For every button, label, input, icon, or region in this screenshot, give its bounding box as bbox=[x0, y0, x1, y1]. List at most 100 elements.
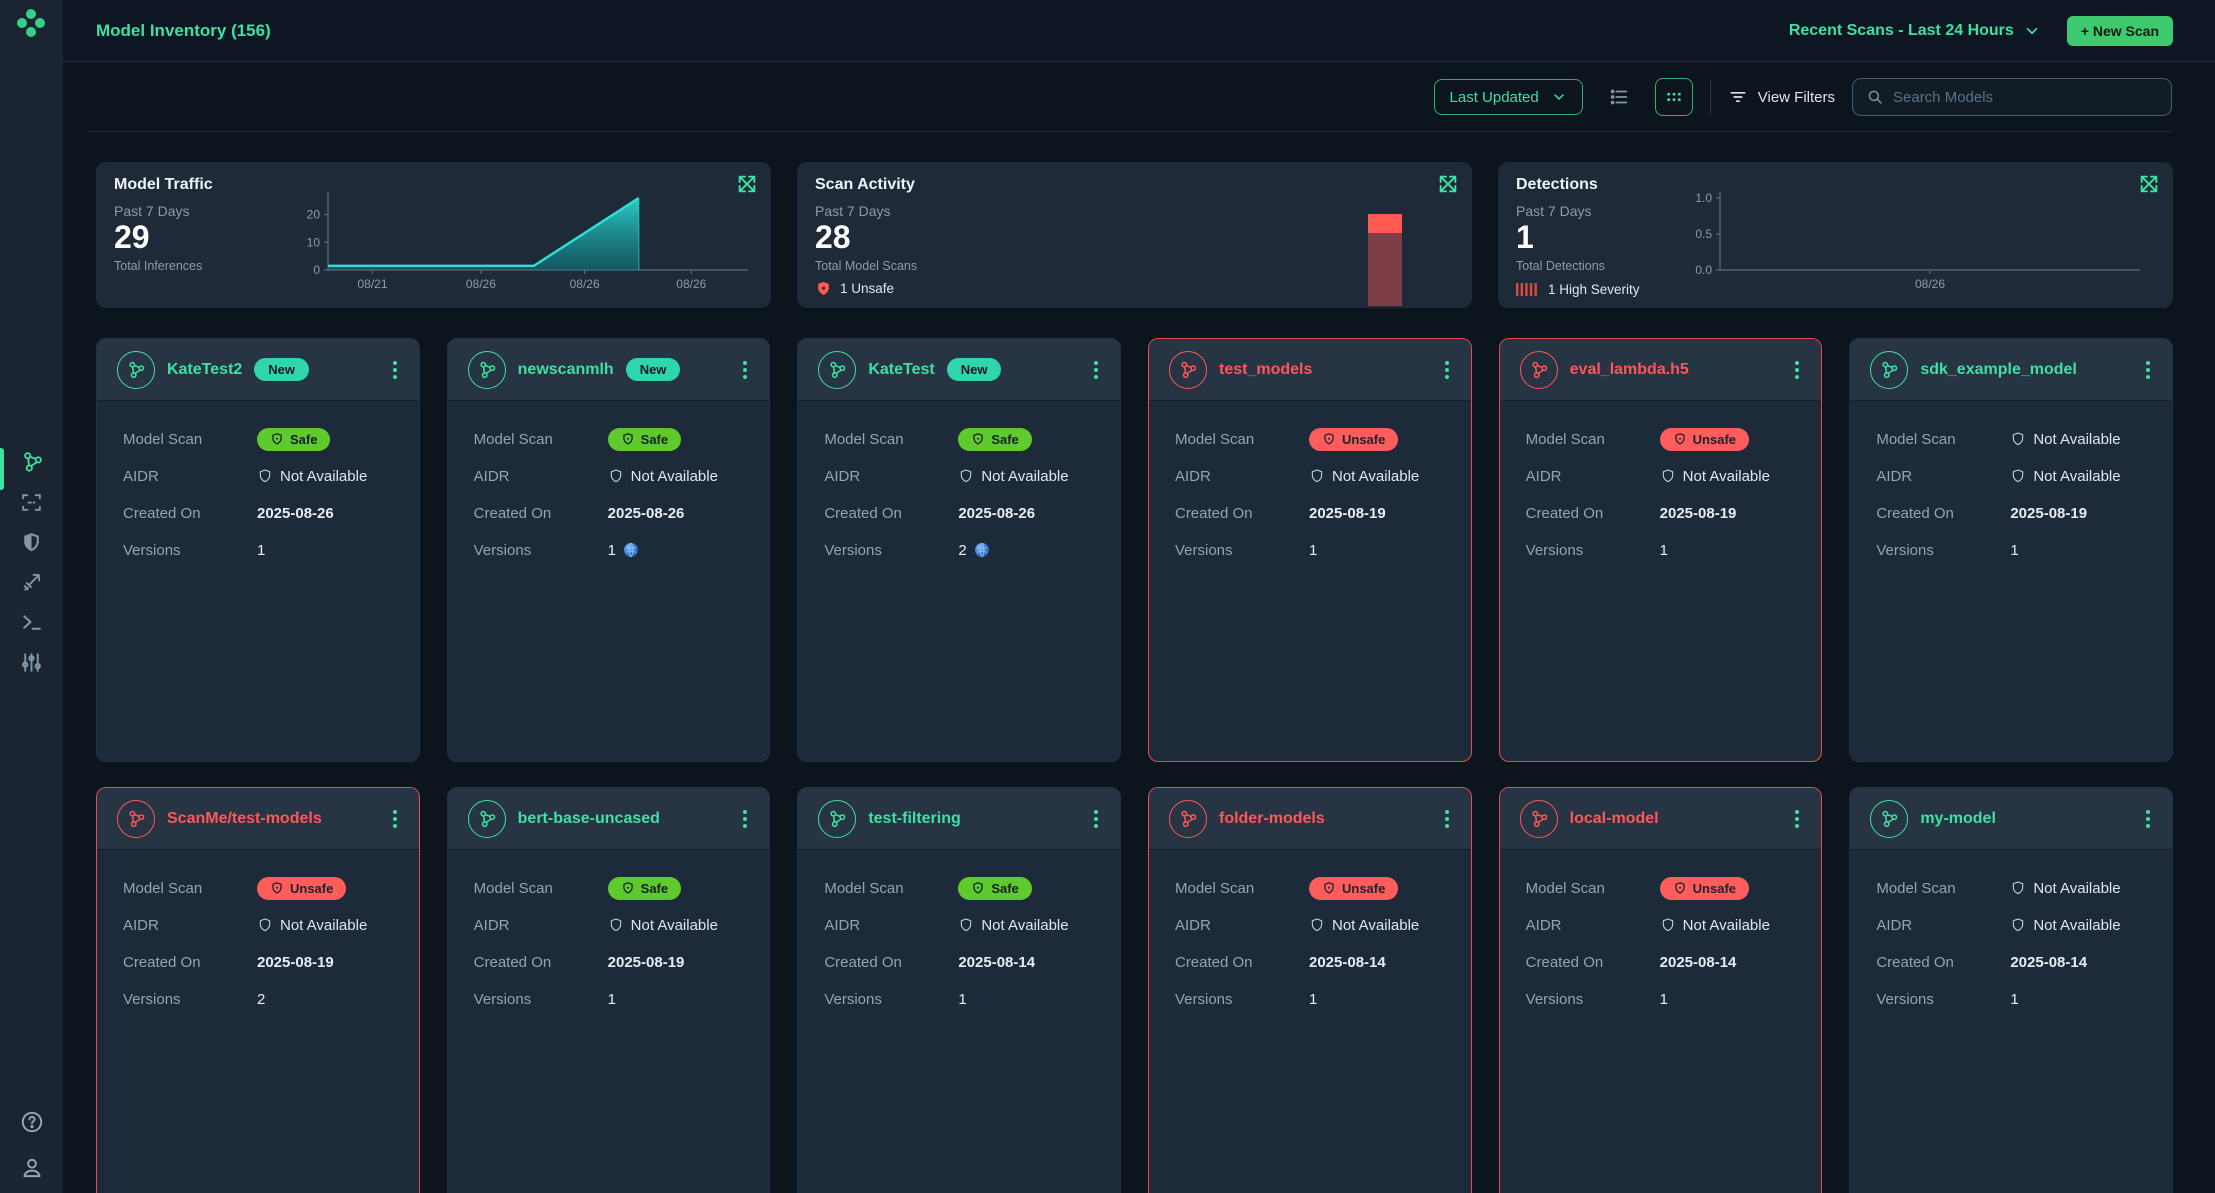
model-name-link[interactable]: newscanmlh bbox=[517, 360, 614, 378]
model-name-link[interactable]: my-model bbox=[1920, 809, 1996, 827]
kebab-menu-icon[interactable] bbox=[387, 355, 403, 385]
model-node-icon bbox=[1870, 350, 1909, 389]
model-card[interactable]: KateTest New Model Scan Safe bbox=[797, 338, 1121, 762]
source-sphere-icon bbox=[624, 542, 638, 558]
shield-status-icon bbox=[272, 882, 282, 894]
expand-icon[interactable] bbox=[1437, 173, 1459, 195]
model-card[interactable]: folder-models Model Scan Unsafe bbox=[1147, 787, 1472, 1193]
aidr-row: AIDR Not Available bbox=[824, 913, 1096, 937]
kebab-menu-icon[interactable] bbox=[1789, 355, 1805, 385]
model-card[interactable]: my-model Model Scan Not Available bbox=[1849, 787, 2173, 1193]
versions-value: 1 bbox=[607, 990, 616, 1008]
aidr-status: Not Available bbox=[257, 917, 367, 934]
model-name-link[interactable]: ScanMe/test-models bbox=[167, 809, 322, 827]
versions-value: 1 bbox=[2010, 990, 2019, 1008]
sidebar-item-model-scanner-icon[interactable] bbox=[18, 488, 46, 516]
model-scan-label: Model Scan bbox=[1174, 879, 1255, 897]
model-card[interactable]: KateTest2 New Model Scan Safe bbox=[96, 338, 420, 762]
sidebar-item-settings-sliders-icon[interactable] bbox=[18, 648, 46, 676]
kebab-menu-icon[interactable] bbox=[1439, 804, 1455, 834]
search-input[interactable] bbox=[1893, 88, 2158, 106]
model-node-icon bbox=[1168, 350, 1207, 389]
model-name-link[interactable]: eval_lambda.h5 bbox=[1569, 360, 1689, 378]
kebab-menu-icon[interactable] bbox=[1088, 355, 1104, 385]
stat-value: 29 bbox=[114, 219, 150, 255]
versions-value: 1 bbox=[1659, 541, 1668, 559]
model-card[interactable]: eval_lambda.h5 Model Scan Unsafe bbox=[1498, 338, 1823, 762]
aidr-status: Not Available bbox=[1660, 917, 1770, 934]
created-on-label: Created On bbox=[824, 953, 902, 971]
versions-label: Versions bbox=[1174, 541, 1233, 559]
sidebar-item-console-icon[interactable] bbox=[18, 608, 46, 636]
kebab-menu-icon[interactable] bbox=[1789, 804, 1805, 834]
created-on-value: 2025-08-14 bbox=[1659, 953, 1737, 971]
sidebar-item-red-teaming-sword-icon[interactable] bbox=[18, 568, 46, 596]
search-icon bbox=[1868, 90, 1882, 104]
sidebar-item-model-inventory-icon[interactable] bbox=[18, 448, 46, 476]
model-node-icon bbox=[1168, 799, 1207, 838]
severity-footer: 1 High Severity bbox=[1516, 282, 1640, 297]
model-card[interactable]: sdk_example_model Model Scan Not Availab bbox=[1849, 338, 2173, 762]
search-box bbox=[1852, 78, 2172, 116]
model-name-link[interactable]: local-model bbox=[1569, 809, 1659, 827]
model-scan-row: Model Scan Safe bbox=[824, 427, 1096, 451]
kebab-menu-icon[interactable] bbox=[387, 804, 403, 834]
svg-text:0.0: 0.0 bbox=[1695, 263, 1712, 277]
app-logo-icon[interactable] bbox=[15, 7, 47, 39]
model-name-link[interactable]: bert-base-uncased bbox=[517, 809, 660, 827]
model-card[interactable]: newscanmlh New Model Scan Safe bbox=[446, 338, 771, 762]
aidr-row: AIDR Not Available bbox=[1876, 913, 2148, 937]
aidr-label: AIDR bbox=[1525, 467, 1562, 485]
shield-status-icon bbox=[973, 882, 984, 894]
model-card-body: Model Scan Unsafe AIDR bbox=[97, 850, 419, 1011]
kebab-menu-icon[interactable] bbox=[1439, 355, 1455, 385]
model-name-link[interactable]: test_models bbox=[1218, 360, 1313, 378]
svg-text:20: 20 bbox=[307, 208, 321, 222]
model-card[interactable]: ScanMe/test-models Model Scan Unsafe bbox=[96, 787, 420, 1193]
model-card-header: KateTest New bbox=[798, 339, 1120, 401]
model-name-link[interactable]: test-filtering bbox=[868, 809, 961, 827]
model-card[interactable]: test-filtering Model Scan Safe bbox=[797, 787, 1121, 1193]
created-on-row: Created On 2025-08-26 bbox=[123, 501, 395, 525]
versions-label: Versions bbox=[824, 541, 882, 559]
model-card[interactable]: test_models Model Scan Unsafe bbox=[1147, 338, 1472, 762]
stat-card-model-traffic: Model Traffic Past 7 Days 29 Total Infer… bbox=[96, 162, 771, 308]
shield-outline-icon bbox=[2013, 918, 2024, 932]
kebab-menu-icon[interactable] bbox=[2140, 355, 2156, 385]
account-icon[interactable] bbox=[19, 1155, 45, 1181]
bar-segment-other-scans bbox=[1368, 233, 1402, 306]
new-scan-button[interactable]: + New Scan bbox=[2066, 15, 2173, 46]
recent-scans-range-selector[interactable]: Recent Scans - Last 24 Hours bbox=[1789, 22, 2041, 40]
help-icon[interactable] bbox=[19, 1109, 45, 1135]
versions-row: Versions 1 bbox=[1175, 987, 1447, 1011]
aidr-row: AIDR Not Available bbox=[1526, 913, 1798, 937]
kebab-menu-icon[interactable] bbox=[737, 804, 753, 834]
top-header: Model Inventory (156) Recent Scans - Las… bbox=[63, 0, 2215, 62]
grid-view-button[interactable] bbox=[1654, 78, 1693, 116]
model-name-link[interactable]: sdk_example_model bbox=[1920, 360, 2077, 378]
model-card[interactable]: local-model Model Scan Unsafe bbox=[1498, 787, 1823, 1193]
sidebar-item-defense-shield-icon[interactable] bbox=[18, 528, 46, 556]
shield-outline-icon bbox=[2013, 881, 2024, 895]
sidebar-bottom bbox=[0, 1109, 63, 1181]
model-name-link[interactable]: KateTest bbox=[868, 360, 935, 378]
aidr-label: AIDR bbox=[473, 916, 510, 934]
created-on-row: Created On 2025-08-26 bbox=[824, 501, 1096, 525]
chevron-down-icon bbox=[1554, 94, 1564, 100]
model-name-link[interactable]: folder-models bbox=[1218, 809, 1325, 827]
svg-text:08/21: 08/21 bbox=[358, 277, 388, 291]
view-filters-button[interactable]: View Filters bbox=[1728, 87, 1835, 107]
versions-value: 1 bbox=[2010, 541, 2019, 559]
kebab-menu-icon[interactable] bbox=[737, 355, 753, 385]
unsafe-shield-icon bbox=[818, 281, 829, 296]
model-name-link[interactable]: KateTest2 bbox=[167, 360, 243, 378]
created-on-row: Created On 2025-08-26 bbox=[474, 501, 746, 525]
sort-dropdown[interactable]: Last Updated bbox=[1433, 79, 1583, 115]
model-card[interactable]: bert-base-uncased Model Scan Safe bbox=[446, 787, 771, 1193]
kebab-menu-icon[interactable] bbox=[2140, 804, 2156, 834]
page-title: Model Inventory (156) bbox=[96, 20, 271, 40]
list-view-button[interactable] bbox=[1600, 78, 1638, 116]
versions-label: Versions bbox=[824, 990, 882, 1008]
kebab-menu-icon[interactable] bbox=[1088, 804, 1104, 834]
model-scan-label: Model Scan bbox=[1174, 430, 1255, 448]
